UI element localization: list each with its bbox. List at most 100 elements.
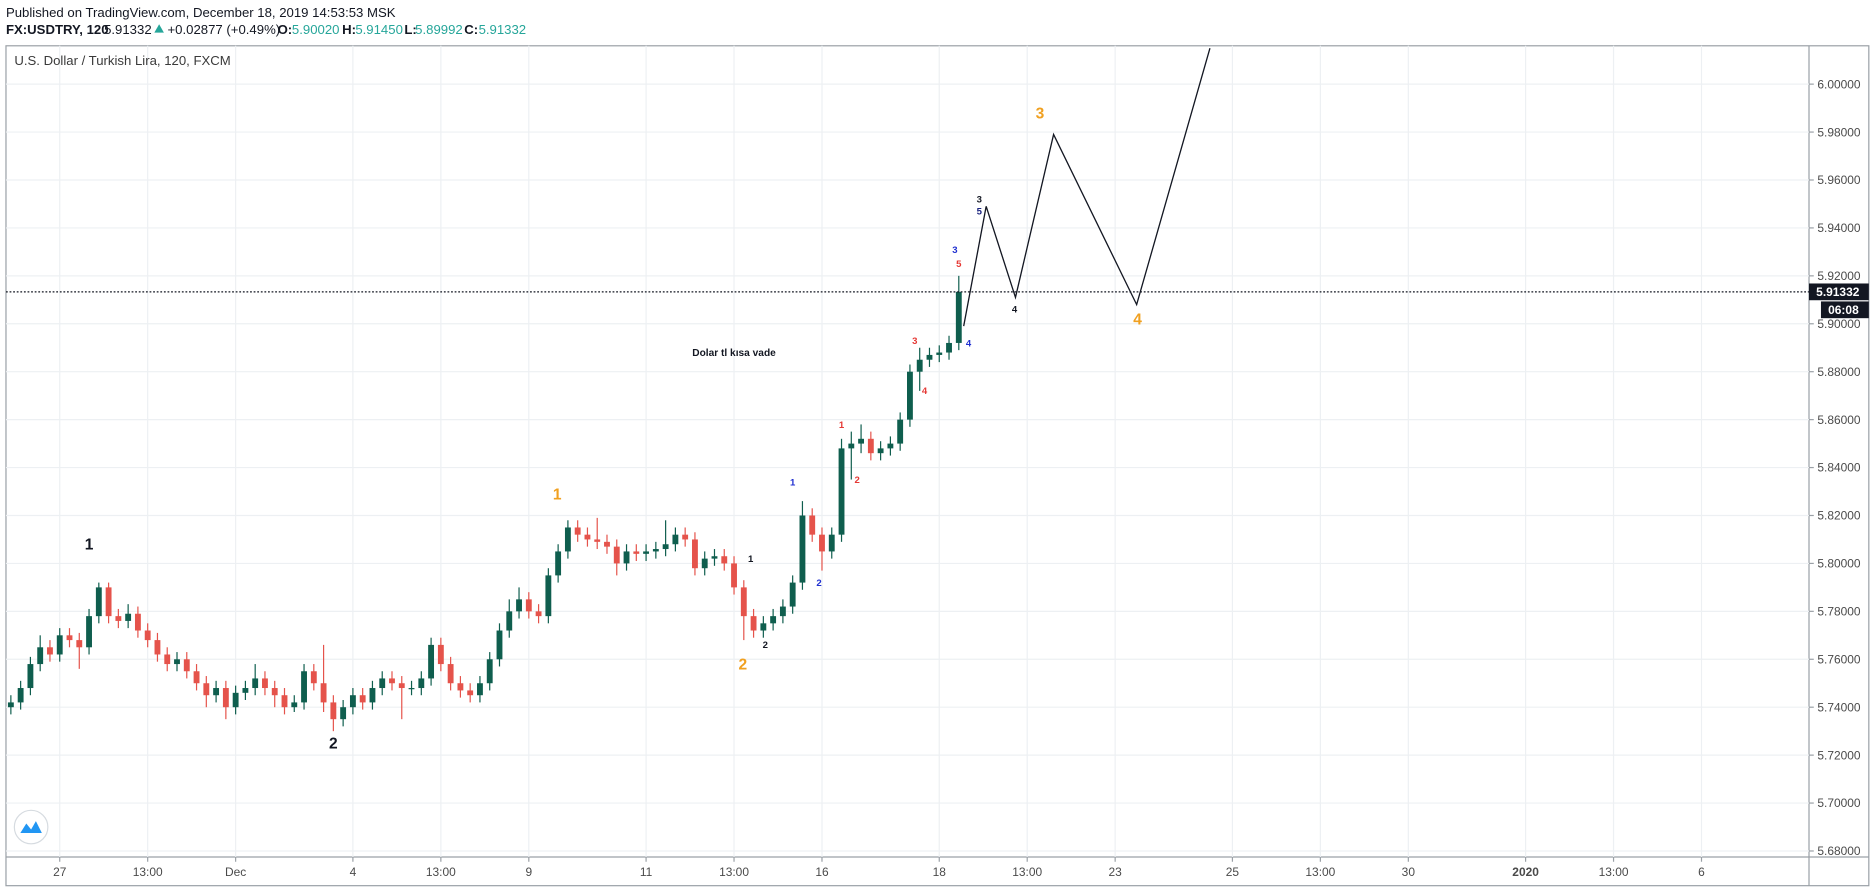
ohlc-label: L: (404, 22, 416, 37)
y-tick-label: 5.74000 (1817, 700, 1861, 714)
candle-body (66, 635, 73, 641)
wave-label: 3 (912, 336, 917, 347)
candle-body (770, 616, 777, 624)
candle-body (115, 616, 122, 621)
candle-body (271, 688, 278, 696)
candle-body (535, 611, 542, 617)
candle-body (809, 515, 816, 535)
wave-label: 2 (738, 657, 747, 674)
x-tick-label: 11 (640, 865, 653, 879)
candle-body (867, 438, 874, 454)
wave-label: 2 (329, 736, 338, 753)
x-tick-label: 30 (1402, 865, 1416, 879)
candle-body (291, 702, 298, 708)
candle-body (799, 515, 806, 583)
candle-body (516, 599, 522, 612)
published-line: Published on TradingView.com, December 1… (6, 5, 396, 20)
x-tick-label: 23 (1109, 865, 1123, 879)
candle-body (711, 556, 718, 559)
price-tag-text: 5.91332 (1816, 285, 1860, 299)
candle-body (174, 659, 180, 665)
candle-body (672, 534, 679, 545)
marks (5, 48, 1809, 732)
candle-body (887, 443, 894, 449)
y-tick-label: 5.98000 (1817, 125, 1861, 139)
wave-label: 5 (956, 259, 962, 270)
ohlc-value: 5.89992 (415, 22, 463, 37)
candle-body (897, 419, 904, 444)
candle-body (779, 606, 786, 617)
wave-label: 1 (85, 537, 94, 554)
wave-label: 2 (763, 640, 768, 651)
candle-body (574, 527, 581, 535)
y-tick-label: 6.00000 (1817, 77, 1861, 91)
wave-label: 2 (816, 578, 821, 589)
x-tick-label: 13:00 (1305, 865, 1335, 879)
candle-body (193, 671, 200, 684)
y-tick-label: 5.92000 (1817, 269, 1861, 283)
candle-body (437, 644, 444, 665)
up-arrow (154, 24, 164, 33)
candle-body (936, 352, 943, 355)
candle-body (37, 647, 44, 665)
x-tick-label: 9 (525, 865, 532, 879)
candle-body (56, 635, 63, 655)
candle-body (232, 692, 239, 708)
candle-body (467, 690, 474, 696)
candle-body (389, 678, 395, 684)
ohlc-value: 5.90020 (292, 22, 340, 37)
candle-body (731, 563, 737, 588)
candle-body (359, 695, 366, 703)
candle-body (633, 551, 640, 554)
candle-body (222, 688, 229, 708)
candle-body (7, 702, 14, 708)
candle-body (916, 359, 923, 372)
y-tick-label: 5.70000 (1817, 796, 1861, 810)
candle-body (310, 671, 317, 684)
y-tick-label: 5.82000 (1817, 509, 1861, 523)
y-tick-label: 5.68000 (1817, 844, 1861, 858)
wave-label: 4 (1012, 305, 1018, 316)
candle-body (17, 688, 24, 703)
chart-title: U.S. Dollar / Turkish Lira, 120, FXCM (14, 53, 230, 68)
candle-body (369, 688, 376, 703)
candle-body (281, 695, 288, 708)
x-tick-label: 4 (350, 865, 357, 879)
chart-frame (5, 45, 1870, 887)
candle-body (95, 587, 102, 617)
x-tick-label: 16 (815, 865, 829, 879)
candle-body (340, 707, 347, 720)
candle-body (848, 443, 855, 449)
candle-body (496, 630, 503, 660)
x-tick-label: 13:00 (426, 865, 456, 879)
ohlc-value: 5.91450 (355, 22, 403, 37)
price-tag (1809, 283, 1869, 301)
wave-label: 1 (553, 486, 562, 503)
y-tick-label: 5.76000 (1817, 652, 1861, 666)
candle-body (203, 683, 210, 696)
wave-label: 4 (966, 338, 972, 349)
candle-body (623, 551, 630, 564)
x-tick-label: 13:00 (719, 865, 749, 879)
candle-body (86, 616, 92, 648)
wave-label: 4 (1133, 311, 1142, 328)
candle-body (477, 683, 483, 696)
x-tick-label: 27 (53, 865, 67, 879)
wave-label: 2 (854, 475, 859, 486)
x-tick-label: 6 (1698, 865, 1705, 879)
y-tick-label: 5.78000 (1817, 605, 1861, 619)
candle-body (643, 551, 650, 554)
wave-label: 5 (977, 206, 983, 217)
candle-body (652, 549, 659, 552)
x-tick-label: 2020 (1512, 865, 1539, 879)
candle-body (398, 683, 405, 689)
candle-body (301, 671, 307, 703)
candle-body (555, 551, 562, 576)
y-tick-label: 5.88000 (1817, 365, 1861, 379)
x-tick-label: 13:00 (1599, 865, 1629, 879)
candle-body (330, 702, 337, 720)
candle-body (76, 640, 83, 648)
